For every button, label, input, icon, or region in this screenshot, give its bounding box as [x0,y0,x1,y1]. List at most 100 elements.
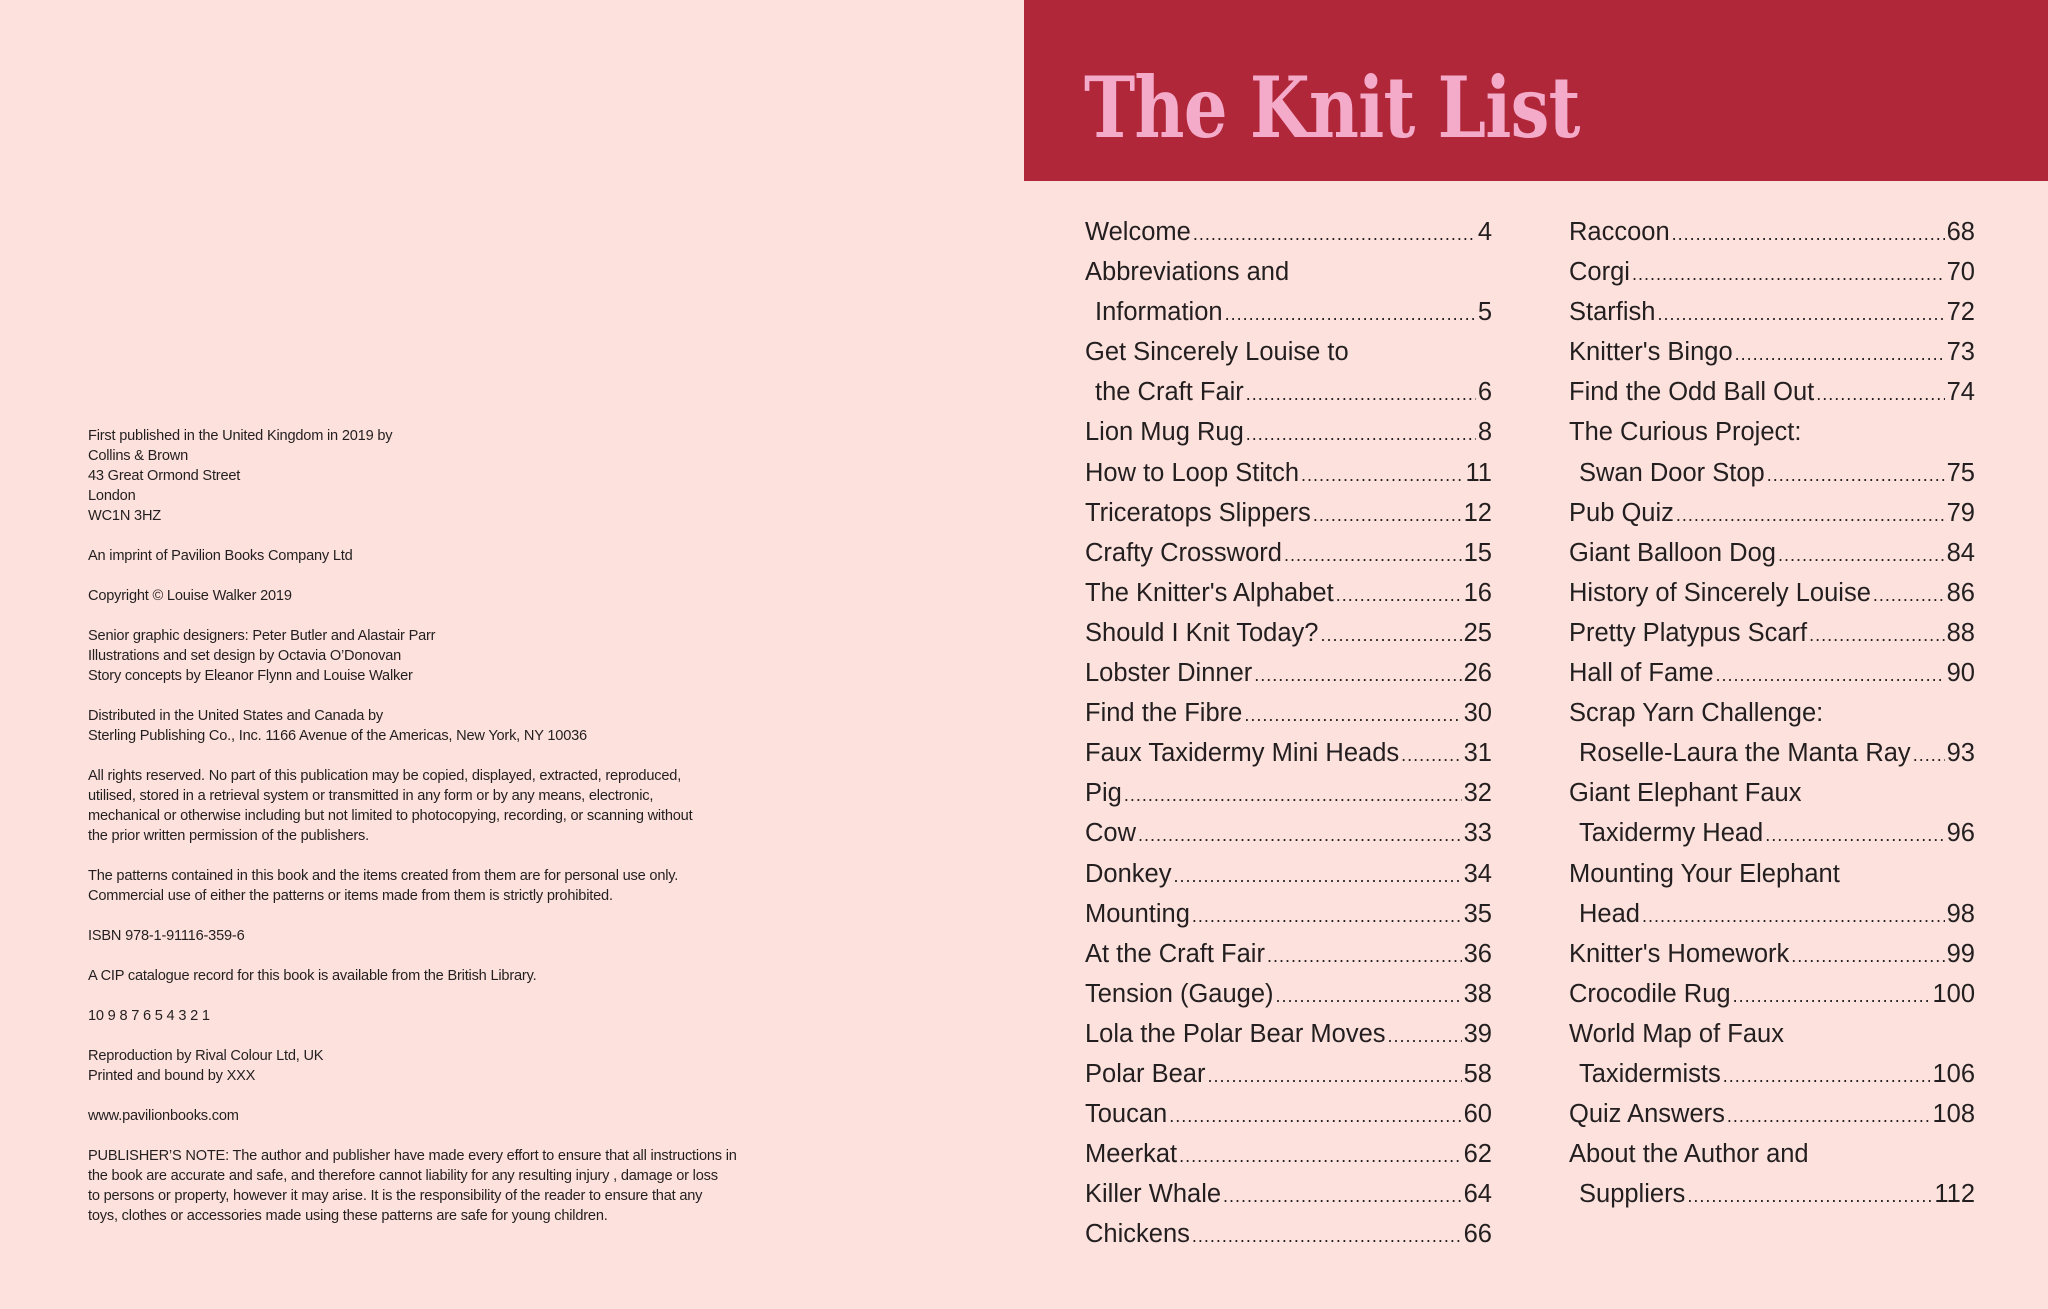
contents-entry[interactable]: Cow 33 [1085,813,1492,853]
contents-entry[interactable]: At the Craft Fair 36 [1085,934,1492,974]
contents-entry[interactable]: Crocodile Rug 100 [1569,974,1975,1014]
contents-entry[interactable]: Find the Fibre 30 [1085,693,1492,733]
contents-entry[interactable]: Faux Taxidermy Mini Heads 31 [1085,733,1492,773]
contents-entry[interactable]: Giant Elephant Faux Taxidermy Head 96 [1569,773,1975,853]
contents-entry[interactable]: About the Author and Suppliers 112 [1569,1134,1975,1214]
imprint-line: the book are accurate and safe, and ther… [88,1168,718,1184]
dot-leader [1672,214,1945,254]
entry-title: Pub Quiz [1569,498,1674,527]
contents-entry[interactable]: Quiz Answers 108 [1569,1094,1975,1134]
contents-entry[interactable]: Chickens 66 [1085,1214,1492,1254]
contents-entry[interactable]: Meerkat 62 [1085,1134,1492,1174]
page-number: 96 [1946,819,1975,848]
contents-entry[interactable]: Mounting 35 [1085,894,1492,934]
contents-entry[interactable]: Lola the Polar Bear Moves 39 [1085,1014,1492,1054]
entry-title: Get Sincerely Louise to [1085,338,1349,367]
contents-entry[interactable]: Knitter's Homework 99 [1569,934,1975,974]
entry-title: Taxidermists [1579,1059,1721,1088]
entry-title: Crocodile Rug [1569,979,1731,1008]
contents-entry[interactable]: How to Loop Stitch 11 [1085,453,1492,493]
imprint-page: First published in the United Kingdom in… [88,426,808,1246]
dot-leader [1267,936,1462,976]
contents-line: Suppliers 112 [1569,1174,1975,1214]
entry-title: Tension (Gauge) [1085,979,1274,1008]
contents-entry[interactable]: Get Sincerely Louise to the Craft Fair 6 [1085,332,1492,412]
dot-leader [1778,535,1945,575]
page-number: 90 [1946,659,1975,688]
contents-entry[interactable]: Giant Balloon Dog 84 [1569,533,1975,573]
imprint-line: Distributed in the United States and Can… [88,708,384,724]
title-band [1024,0,2048,181]
dot-leader [1723,1056,1931,1096]
entry-title: Quiz Answers [1569,1100,1725,1129]
contents-entry[interactable]: Tension (Gauge) 38 [1085,974,1492,1014]
entry-title: Polar Bear [1085,1059,1206,1088]
contents-line: History of Sincerely Louise 86 [1569,573,1975,613]
contents-line: About the Author and [1569,1134,1975,1174]
page-number: 106 [1932,1059,1975,1088]
dot-leader [1809,615,1945,655]
contents-entry[interactable]: Raccoon 68 [1569,212,1975,252]
contents-entry[interactable]: World Map of Faux Taxidermists 106 [1569,1014,1975,1094]
contents-entry[interactable]: Toucan 60 [1085,1094,1492,1134]
imprint-line: 43 Great Ormond Street [88,468,241,484]
contents-line: Cow 33 [1085,813,1492,853]
page-number: 30 [1463,699,1492,728]
contents-entry[interactable]: Lion Mug Rug 8 [1085,412,1492,452]
contents-entry[interactable]: Scrap Yarn Challenge: Roselle-Laura the M… [1569,693,1975,773]
contents-entry[interactable]: Welcome 4 [1085,212,1492,252]
imprint-line: Reproduction by Rival Colour Ltd, UK [88,1048,324,1064]
contents-entry[interactable]: Pretty Platypus Scarf 88 [1569,613,1975,653]
entry-title: Suppliers [1579,1180,1686,1209]
imprint-line: Printed and bound by XXX [88,1068,256,1084]
contents-entry[interactable]: Hall of Fame 90 [1569,653,1975,693]
contents-entry[interactable]: Crafty Crossword 15 [1085,533,1492,573]
dot-leader [1657,294,1944,334]
imprint-paragraph: An imprint of Pavilion Books Company Ltd [88,546,808,566]
dot-leader [1320,615,1461,655]
contents-entry[interactable]: Pub Quiz 79 [1569,493,1975,533]
imprint-paragraph: First published in the United Kingdom in… [88,426,808,526]
contents-line: Meerkat 62 [1085,1134,1492,1174]
page-number: 11 [1465,458,1492,487]
contents-entry[interactable]: Polar Bear 58 [1085,1054,1492,1094]
page-number: 86 [1946,578,1975,607]
contents-line: Hall of Fame 90 [1569,653,1975,693]
contents-entry[interactable]: Mounting Your Elephant Head 98 [1569,854,1975,934]
entry-title: The Curious Project: [1569,418,1802,447]
imprint-line: PUBLISHER’S NOTE: The author and publish… [88,1148,737,1164]
contents-entry[interactable]: Should I Knit Today? 25 [1085,613,1492,653]
contents-entry[interactable]: Killer Whale 64 [1085,1174,1492,1214]
imprint-paragraph: Distributed in the United States and Can… [88,706,808,746]
entry-title: Donkey [1085,859,1172,888]
contents-line: Taxidermy Head 96 [1569,813,1975,853]
entry-title: Lobster Dinner [1085,659,1253,688]
entry-title: Information [1095,298,1223,327]
page-number: 108 [1932,1100,1975,1129]
contents-line: Chickens 66 [1085,1214,1492,1254]
contents-entry[interactable]: Triceratops Slippers 12 [1085,493,1492,533]
entry-title: Scrap Yarn Challenge: [1569,699,1824,728]
contents-entry[interactable]: Abbreviations and Information 5 [1085,252,1492,332]
contents-line: Faux Taxidermy Mini Heads 31 [1085,733,1492,773]
contents-entry[interactable]: Corgi 70 [1569,252,1975,292]
contents-line: Giant Elephant Faux [1569,773,1975,813]
page-number: 6 [1477,378,1492,407]
page-number: 31 [1463,739,1492,768]
page-number: 26 [1463,659,1492,688]
imprint-line: WC1N 3HZ [88,508,161,524]
contents-entry[interactable]: Pig 32 [1085,773,1492,813]
contents-entry[interactable]: Starfish 72 [1569,292,1975,332]
contents-entry[interactable]: Donkey 34 [1085,854,1492,894]
contents-entry[interactable]: History of Sincerely Louise 86 [1569,573,1975,613]
contents-entry[interactable]: Knitter's Bingo 73 [1569,332,1975,372]
entry-title: Hall of Fame [1569,659,1714,688]
contents-entry[interactable]: The Curious Project: Swan Door Stop 75 [1569,412,1975,492]
contents-entry[interactable]: The Knitter's Alphabet 16 [1085,573,1492,613]
contents-entry[interactable]: Find the Odd Ball Out 74 [1569,372,1975,412]
entry-title: History of Sincerely Louise [1569,578,1871,607]
contents-entry[interactable]: Lobster Dinner 26 [1085,653,1492,693]
contents-line: World Map of Faux [1569,1014,1975,1054]
page-number: 72 [1946,298,1975,327]
contents-line: Pig 32 [1085,773,1492,813]
